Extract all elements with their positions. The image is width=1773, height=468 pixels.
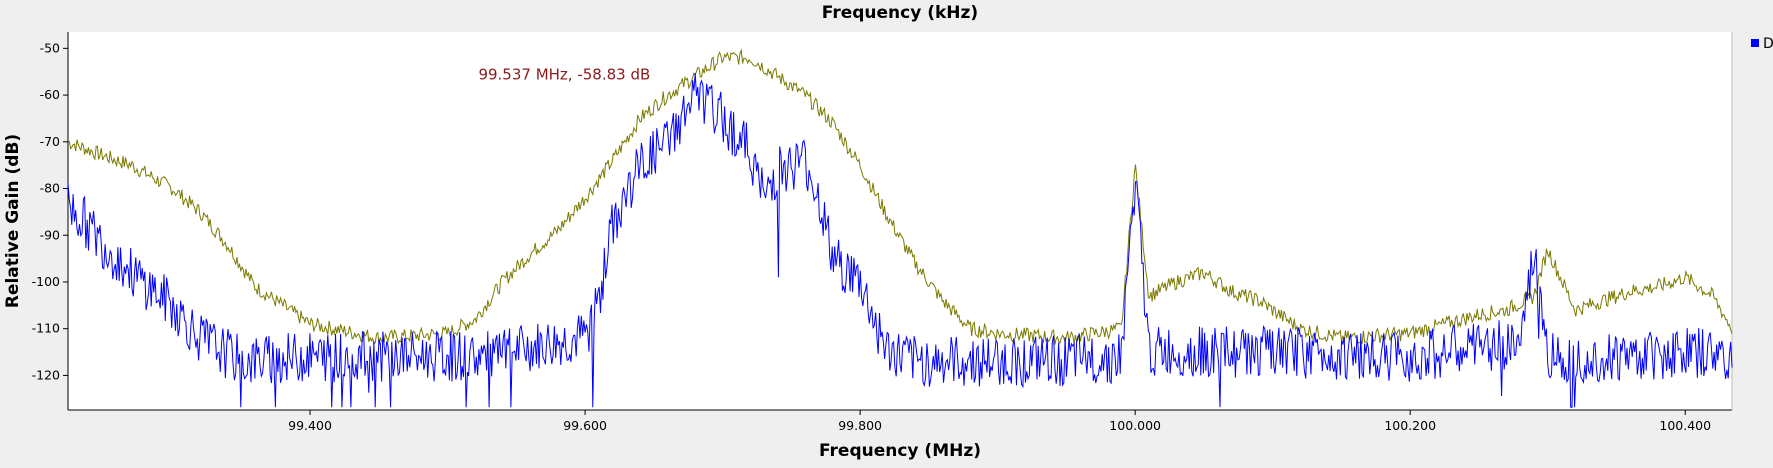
series-line-live [67, 73, 1733, 408]
plot-area [68, 32, 1732, 410]
x-tick-label: 100.200 [1384, 418, 1436, 433]
y-tick-label: -110 [32, 321, 60, 336]
y-tick-label: -60 [40, 87, 60, 102]
chart-title: Frequency (kHz) [822, 3, 978, 23]
y-tick-label: -70 [40, 134, 60, 149]
x-tick-label: 99.800 [838, 418, 882, 433]
y-ticks: -50 -60 -70 -80 -90 -100 -110 -120 [32, 40, 68, 382]
series-layer [67, 48, 1733, 408]
legend-swatch [1751, 39, 1759, 47]
y-tick-label: -50 [40, 40, 60, 55]
y-tick-label: -80 [40, 181, 60, 196]
y-tick-label: -120 [32, 367, 60, 382]
y-axis-label: Relative Gain (dB) [3, 134, 23, 308]
x-tick-label: 99.600 [563, 418, 607, 433]
series-line-max-hold [67, 48, 1733, 346]
y-tick-label: -90 [40, 227, 60, 242]
legend-label: D [1763, 36, 1773, 52]
x-tick-label: 100.400 [1659, 418, 1711, 433]
x-tick-label: 100.000 [1109, 418, 1161, 433]
y-tick-label: -100 [32, 274, 60, 289]
x-tick-label: 99.400 [288, 418, 332, 433]
marker-annotation: 99.537 MHz, -58.83 dB [478, 66, 650, 84]
legend: D [1751, 36, 1773, 52]
x-ticks: 99.400 99.600 99.800 100.000 100.200 100.400 [288, 410, 1711, 433]
x-axis-label: Frequency (MHz) [819, 441, 981, 461]
